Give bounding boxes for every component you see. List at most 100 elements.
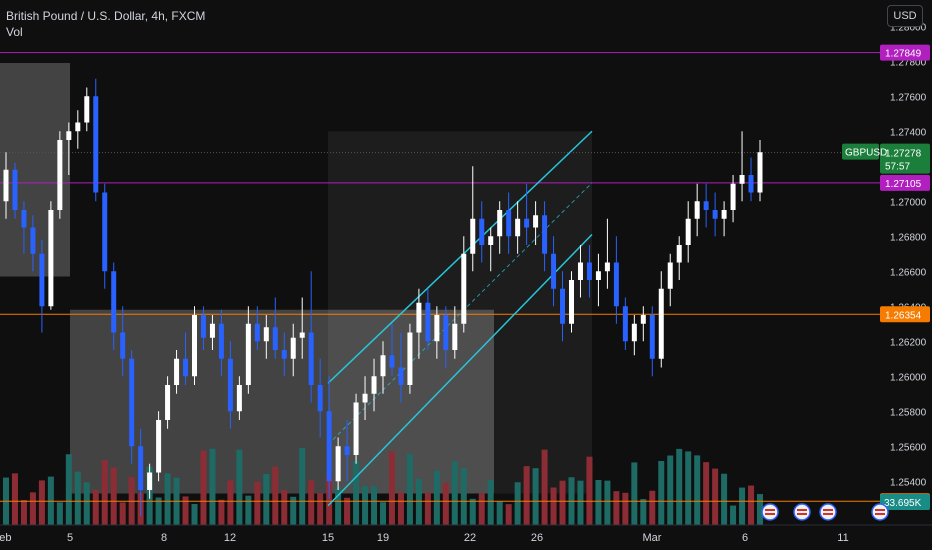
- candle-body: [649, 315, 655, 359]
- candle-body: [209, 323, 215, 338]
- candle-body: [308, 332, 314, 385]
- chart-title: British Pound / U.S. Dollar, 4h, FXCM: [6, 9, 206, 23]
- volume-bar: [74, 471, 81, 525]
- volume-bar: [119, 502, 126, 525]
- candle-body: [263, 327, 269, 342]
- x-axis-tick-label: 26: [531, 532, 543, 544]
- volume-bar: [721, 473, 728, 525]
- candle-body: [542, 215, 548, 254]
- volume-bar: [191, 503, 198, 525]
- y-axis-tick-label: 1.25600: [890, 442, 927, 453]
- candle-body: [183, 358, 189, 377]
- price-axis[interactable]: [880, 0, 932, 550]
- volume-bar: [712, 468, 719, 525]
- volume-bar: [209, 448, 216, 525]
- volume-bar: [658, 461, 665, 525]
- candle-body: [236, 385, 242, 412]
- volume-bar: [613, 491, 620, 525]
- volume-bar: [667, 455, 674, 525]
- last-price-value: 1.27278: [885, 149, 922, 160]
- volume-bar: [532, 468, 539, 525]
- price-level-tag: [880, 306, 930, 323]
- volume-bar: [397, 492, 404, 525]
- y-axis-tick-label: 1.27800: [890, 57, 927, 68]
- candle-body: [93, 96, 99, 193]
- candle-body: [111, 271, 117, 333]
- candle-body: [326, 411, 332, 482]
- channel-mid-line: [327, 182, 593, 445]
- volume-bar: [344, 497, 351, 525]
- candle-body: [694, 201, 700, 219]
- x-axis-tick-label: 5: [67, 532, 73, 544]
- volume-indicator-label: Vol: [6, 25, 23, 39]
- volume-bar: [362, 485, 369, 525]
- currency-button[interactable]: USD: [887, 5, 923, 27]
- volume-bar: [478, 493, 485, 525]
- volume-bar: [218, 499, 225, 525]
- candle-body: [389, 355, 395, 368]
- volume-bar: [388, 451, 395, 525]
- candle-body: [75, 122, 81, 132]
- candle-body: [712, 210, 718, 219]
- candle-body: [39, 253, 45, 307]
- volume-bar: [227, 480, 234, 525]
- price-level-tag-label: 1.27105: [885, 179, 922, 190]
- us-flag-event-icon[interactable]: [793, 503, 811, 521]
- candle-body: [156, 420, 162, 473]
- volume-bar: [254, 481, 261, 525]
- volume-bar: [155, 497, 162, 525]
- volume-bar: [110, 467, 117, 525]
- volume-bar: [236, 449, 243, 525]
- candle-body: [443, 315, 449, 350]
- candle-body: [461, 253, 467, 324]
- y-axis-tick-label: 1.25400: [890, 477, 927, 488]
- candle-body: [676, 245, 682, 263]
- y-axis-tick-label: 1.26800: [890, 232, 927, 243]
- x-axis-tick-label: 19: [377, 532, 389, 544]
- volume-bar: [11, 473, 18, 525]
- candle-body: [353, 402, 359, 455]
- us-flag-stripe-icon: [823, 509, 833, 511]
- x-axis-tick-label: 11: [837, 532, 848, 544]
- x-axis-tick-label: 15: [322, 532, 334, 544]
- candle-body: [227, 358, 233, 412]
- candle-body: [218, 323, 224, 359]
- volume-bar: [676, 448, 683, 525]
- candle-body: [147, 472, 153, 490]
- volume-bar: [317, 493, 324, 525]
- candle-body: [640, 315, 646, 324]
- x-axis-tick-label: Feb: [0, 532, 11, 544]
- volume-bar: [101, 460, 108, 525]
- us-flag-event-icon[interactable]: [761, 503, 779, 521]
- volume-bar: [29, 492, 36, 525]
- us-flag-event-icon[interactable]: [871, 503, 889, 521]
- volume-bar: [20, 500, 27, 525]
- volume-bar: [541, 449, 548, 525]
- candle-body: [165, 385, 171, 420]
- volume-bar: [290, 496, 297, 525]
- candle-body: [57, 140, 63, 210]
- candle-body: [12, 169, 18, 210]
- candle-body: [622, 306, 628, 342]
- candle-body: [200, 315, 206, 338]
- candle-body: [658, 288, 664, 359]
- candle-body: [667, 262, 673, 289]
- channel-lower-line: [327, 233, 593, 507]
- candle-body: [120, 332, 126, 359]
- us-flag-event-icon[interactable]: [819, 503, 837, 521]
- candle-body: [631, 323, 637, 342]
- candle-body: [569, 280, 574, 324]
- candle-body: [344, 446, 350, 455]
- volume-bar: [730, 505, 737, 525]
- x-axis-tick-label: 6: [742, 532, 748, 544]
- candle-body: [380, 355, 386, 377]
- candle-body: [685, 218, 691, 245]
- candle-countdown: 57:57: [885, 162, 910, 173]
- candle-body: [452, 323, 458, 350]
- candle-body: [290, 337, 296, 359]
- volume-bar: [550, 487, 557, 525]
- volume-bar: [739, 487, 746, 525]
- us-flag-stripe-icon: [823, 513, 833, 515]
- x-axis-tick-label: 22: [464, 532, 476, 544]
